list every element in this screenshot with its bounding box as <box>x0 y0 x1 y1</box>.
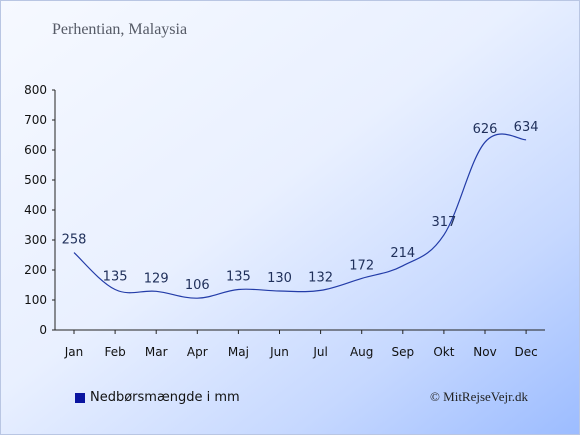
data-label: 258 <box>62 233 87 248</box>
data-label: 135 <box>226 270 251 285</box>
copyright-text: © MitRejseVejr.dk <box>430 389 528 404</box>
x-tick-label: Maj <box>228 345 249 359</box>
x-tick-label: Jul <box>312 345 327 359</box>
y-axis-ticks: 0 100 200 300 400 500 600 700 800 <box>24 83 55 337</box>
x-tick-label: Mar <box>145 345 168 359</box>
y-tick-label: 200 <box>24 263 47 277</box>
data-label: 634 <box>514 120 539 135</box>
data-label: 214 <box>390 246 415 261</box>
x-tick-label: Nov <box>473 345 496 359</box>
x-tick-label: Aug <box>350 345 373 359</box>
y-tick-label: 400 <box>24 203 47 217</box>
data-label: 317 <box>431 215 456 230</box>
data-label: 626 <box>473 122 498 137</box>
x-tick-label: Jun <box>269 345 289 359</box>
legend-label: Nedbørsmængde i mm <box>90 390 240 405</box>
y-tick-label: 800 <box>24 83 47 97</box>
y-tick-label: 600 <box>24 143 47 157</box>
x-tick-label: Okt <box>433 345 454 359</box>
legend: Nedbørsmængde i mm <box>75 390 240 405</box>
data-labels: 258 135 129 106 135 130 132 172 214 317 626 634 <box>62 120 539 293</box>
y-tick-label: 500 <box>24 173 47 187</box>
x-tick-label: Apr <box>187 345 208 359</box>
axes <box>54 90 545 331</box>
data-label: 172 <box>349 258 374 273</box>
x-tick-label: Feb <box>104 345 125 359</box>
x-tick-label: Sep <box>391 345 414 359</box>
y-tick-label: 0 <box>39 323 47 337</box>
series-line-precipitation <box>73 133 527 299</box>
data-label: 130 <box>267 271 292 286</box>
y-tick-label: 100 <box>24 293 47 307</box>
data-label: 132 <box>308 270 333 285</box>
y-tick-label: 700 <box>24 113 47 127</box>
x-axis-ticks: Jan Feb Mar Apr Maj Jun Jul Aug Sep Okt Nov Dec <box>64 330 538 359</box>
x-tick-label: Jan <box>64 345 84 359</box>
data-label: 129 <box>144 271 169 286</box>
data-label: 106 <box>185 278 210 293</box>
chart-subtitle: Perhentian, Malaysia <box>52 21 188 38</box>
x-tick-label: Dec <box>514 345 537 359</box>
data-label: 135 <box>103 270 128 285</box>
y-tick-label: 300 <box>24 233 47 247</box>
legend-swatch <box>75 392 85 403</box>
